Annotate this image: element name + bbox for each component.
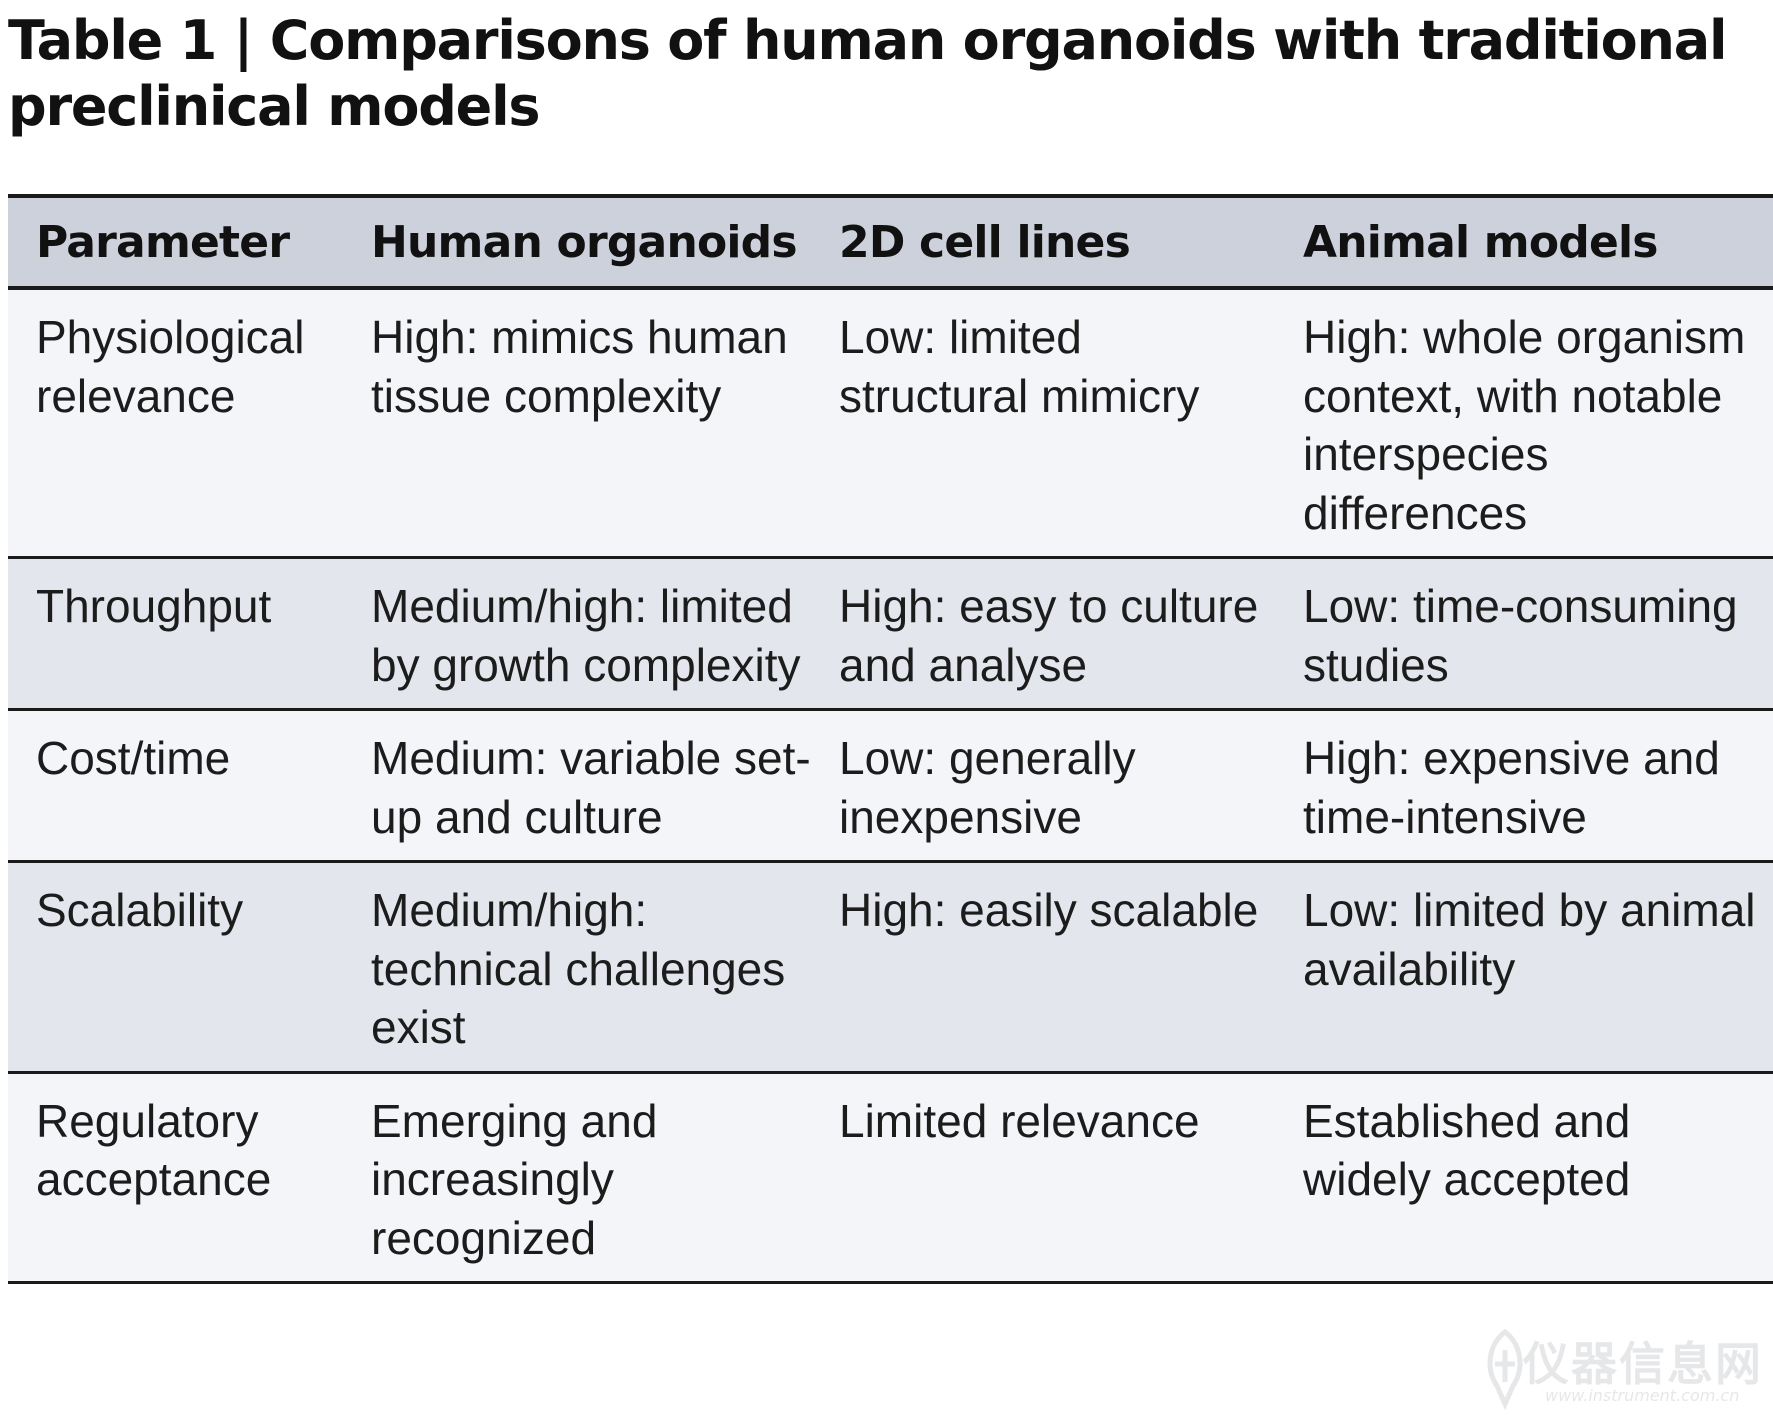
column-header-animal-models: Animal models (1293, 194, 1773, 290)
column-header-human-organoids: Human organoids (361, 194, 829, 290)
cell-human-organoids: Emerging and increasingly recognized (361, 1072, 829, 1284)
cell-2d-cell-lines: High: easily scalable (829, 861, 1293, 1074)
cell-parameter: Cost/time (8, 709, 361, 863)
cell-2d-cell-lines: Limited relevance (829, 1072, 1293, 1284)
column-header-parameter: Parameter (8, 194, 361, 290)
cell-2d-cell-lines: Low: generally inexpensive (829, 709, 1293, 863)
cell-human-organoids: Medium/high: limited by growth complexit… (361, 557, 829, 711)
cell-2d-cell-lines: High: easy to culture and analyse (829, 557, 1293, 711)
column-header-2d-cell-lines: 2D cell lines (829, 194, 1293, 290)
table-row: Scalability Medium/high: technical chall… (8, 861, 1773, 1074)
table-row: Cost/time Medium: variable set-up and cu… (8, 709, 1773, 863)
cell-animal-models: Low: limited by animal availability (1293, 861, 1773, 1074)
cell-parameter: Physiological relevance (8, 288, 361, 559)
table-title: Table 1 | Comparisons of human organoids… (8, 9, 1727, 138)
cell-animal-models: High: whole organism context, with notab… (1293, 288, 1773, 559)
table-row: Regulatory acceptance Emerging and incre… (8, 1072, 1773, 1284)
cell-parameter: Throughput (8, 557, 361, 711)
cell-animal-models: Established and widely accepted (1293, 1072, 1773, 1284)
comparison-table: Parameter Human organoids 2D cell lines … (8, 194, 1773, 1284)
cell-animal-models: Low: time-consuming studies (1293, 557, 1773, 711)
watermark-logo-icon (1487, 1328, 1523, 1411)
cell-2d-cell-lines: Low: limited structural mimicry (829, 288, 1293, 559)
watermark-text: 仪器信息网 (1523, 1337, 1763, 1391)
cell-human-organoids: Medium: variable set-up and culture (361, 709, 829, 863)
cell-parameter: Scalability (8, 861, 361, 1074)
cell-human-organoids: Medium/high: technical challenges exist (361, 861, 829, 1074)
table-row: Throughput Medium/high: limited by growt… (8, 557, 1773, 711)
header-row: Parameter Human organoids 2D cell lines … (8, 194, 1773, 290)
cell-human-organoids: High: mimics human tissue complexity (361, 288, 829, 559)
watermark-subtext: www.instrument.com.cn (1545, 1386, 1740, 1405)
watermark: 仪器信息网 www.instrument.com.cn (1475, 1320, 1765, 1420)
table-row: Physiological relevance High: mimics hum… (8, 288, 1773, 559)
cell-animal-models: High: expensive and time-intensive (1293, 709, 1773, 863)
cell-parameter: Regulatory acceptance (8, 1072, 361, 1284)
